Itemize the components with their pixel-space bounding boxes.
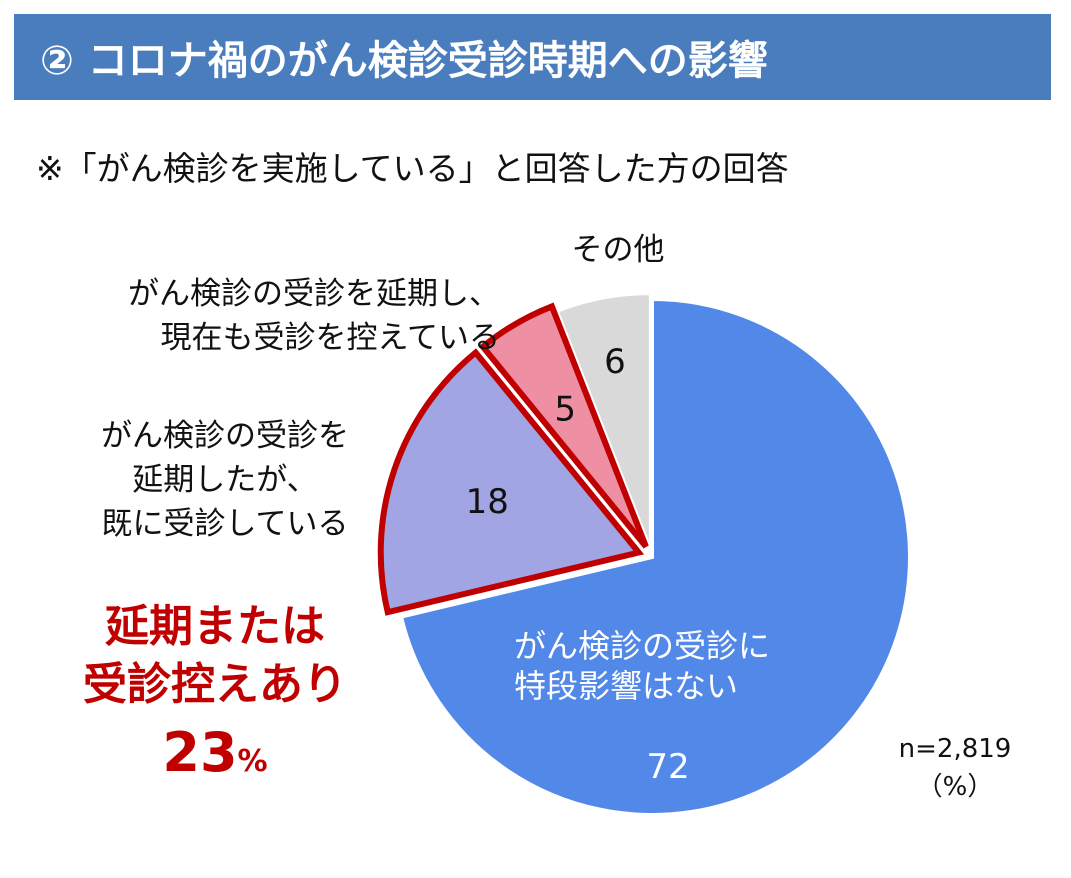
unit-label: （%） [916,772,994,802]
sample-size: n=2,819 [898,734,1012,764]
summary-percentage: 23% [40,718,390,797]
sample-size-note: n=2,819 （%） [880,730,1030,806]
slice-label-line: 現在も受診を控えている [160,320,500,356]
slice-label-line: 延期したが、 [132,462,318,498]
summary-value: 23 [162,721,238,784]
slice-other [554,291,653,552]
highlight-outline [377,348,645,616]
slice-value-label: 72 [646,747,689,787]
slice-no-impact [398,296,912,817]
highlight-outline [478,302,649,549]
respondent-note: ※「がん検診を実施している」と回答した方の回答 [36,149,789,188]
summary-unit: % [237,744,268,779]
slice-label-line: がん検診の受診を延期し、 [128,276,500,312]
slice-value-label: 6 [604,342,626,382]
slice-label-postponed-already-screened: がん検診の受診を 延期したが、 既に受診している [60,414,390,546]
slice-label-line: 既に受診している [101,506,349,542]
page-title: ② コロナ禍のがん検診受診時期への影響 [40,38,768,84]
slice-label-line: その他 [571,232,665,268]
slice-value-label: 18 [466,482,509,522]
title-banner: ② コロナ禍のがん検診受診時期への影響 [14,14,1051,100]
slice-label-postponed-still-avoiding: がん検診の受診を延期し、 現在も受診を控えている [30,272,500,360]
slice-label-other: その他 [548,228,688,272]
slice-label-line: がん検診の受診を [101,418,349,454]
summary-line: 受診控えあり [83,659,347,710]
slice-label-line: 特段影響はない [514,667,739,705]
summary-line: 延期または [105,601,325,652]
slice-value-label: 5 [554,390,576,430]
slice-label-no-impact: がん検診の受診に 特段影響はない [514,626,770,706]
slice-label-line: がん検診の受診に [514,627,771,665]
summary-callout: 延期または 受診控えあり 23% [40,598,390,797]
